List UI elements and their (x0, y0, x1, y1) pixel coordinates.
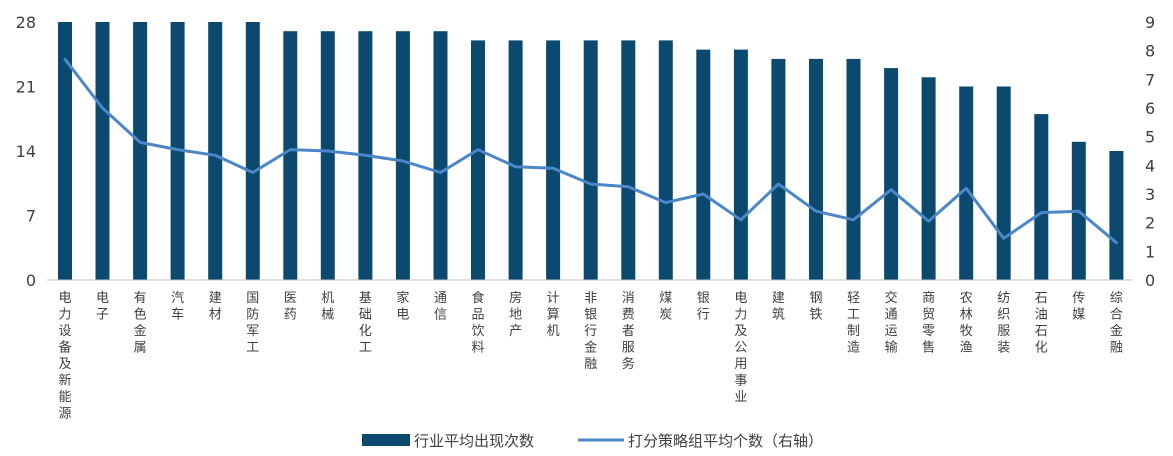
bar (996, 86, 1011, 280)
category-label: 基础化工 (359, 291, 372, 356)
bar (583, 40, 598, 281)
y-right-tick-label: 6 (1145, 99, 1155, 118)
y-left-tick-label: 7 (26, 207, 36, 226)
bar (959, 86, 974, 280)
category-label: 商贸零售 (922, 291, 935, 356)
bar (733, 49, 748, 280)
bar (809, 58, 823, 281)
category-label: 建材 (209, 291, 222, 323)
legend-bar-label: 行业平均出现次数 (414, 432, 534, 450)
category-label: 机械 (321, 291, 334, 323)
bar-series (58, 22, 1124, 281)
y-left-tick-label: 28 (16, 13, 36, 32)
bar (433, 31, 448, 281)
category-label: 电子 (96, 291, 109, 323)
category-label: 煤炭 (659, 291, 672, 323)
bar (471, 40, 485, 281)
category-label: 交通运输 (885, 290, 898, 356)
y-right-tick-label: 3 (1145, 185, 1155, 204)
bar (245, 22, 260, 280)
y-left-tick-label: 14 (16, 142, 36, 161)
bar (771, 58, 786, 281)
y-left-tick-label: 0 (26, 271, 36, 290)
category-label: 建筑 (772, 291, 785, 323)
y-right-tick-label: 4 (1145, 156, 1155, 175)
bar (508, 40, 523, 281)
bar (395, 31, 410, 281)
category-label: 食品饮料 (471, 290, 484, 356)
y-right-tick-label: 9 (1145, 13, 1155, 32)
category-label: 国防军工 (246, 291, 259, 356)
category-label: 通信 (434, 291, 447, 323)
category-label: 非银行金融 (584, 291, 597, 372)
bar (320, 31, 335, 281)
y-right-tick-label: 1 (1145, 242, 1155, 261)
category-label: 钢铁 (809, 291, 822, 323)
bar (133, 22, 148, 280)
category-label: 农林牧渔 (960, 291, 973, 356)
category-label: 电力及公用事业 (734, 291, 747, 405)
y-right-tick-label: 0 (1145, 271, 1155, 290)
bar (58, 22, 72, 280)
y-axis-left: 0 7 14 21 28 (16, 13, 36, 290)
category-label: 消费者服务 (622, 291, 635, 372)
bar (1109, 151, 1124, 280)
bar (621, 40, 636, 281)
y-right-tick-label: 7 (1145, 70, 1155, 89)
category-label: 传媒 (1072, 291, 1085, 323)
category-label: 银行 (697, 291, 710, 323)
bar (208, 22, 223, 280)
bar (1034, 114, 1049, 280)
y-axis-right: 0 1 2 3 4 5 6 7 8 9 (1145, 13, 1155, 290)
line-series (63, 57, 1118, 245)
y-right-tick-label: 5 (1145, 128, 1155, 147)
y-right-tick-label: 2 (1145, 214, 1155, 233)
category-label: 医药 (284, 291, 297, 323)
category-label: 轻工制造 (847, 291, 860, 356)
bar (846, 58, 861, 281)
bar (95, 22, 110, 280)
category-label: 汽车 (171, 291, 184, 323)
category-label: 有色金属 (134, 291, 147, 356)
legend: 行业平均出现次数 打分策略组平均个数（右轴） (362, 432, 823, 450)
category-label: 计算机 (547, 291, 560, 339)
series-line (63, 57, 1118, 245)
category-label: 石油石化 (1035, 291, 1048, 356)
category-label: 家电 (396, 290, 409, 323)
category-label: 房地产 (509, 290, 522, 339)
bar (546, 40, 561, 281)
y-right-tick-label: 8 (1145, 42, 1155, 61)
bar (658, 40, 673, 281)
category-label: 电力设备及新能源 (58, 291, 71, 422)
legend-bar-swatch (362, 434, 410, 446)
bar (283, 31, 298, 281)
category-label: 纺织服装 (997, 291, 1010, 356)
bar (884, 68, 899, 280)
bar (696, 49, 711, 280)
category-label: 综合金融 (1110, 291, 1123, 356)
bar (921, 77, 936, 280)
legend-line-label: 打分策略组平均个数（右轴） (628, 432, 823, 450)
y-left-tick-label: 21 (16, 78, 36, 97)
